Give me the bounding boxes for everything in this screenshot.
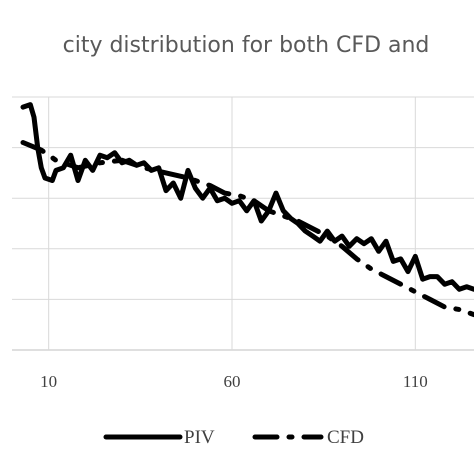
series-lines [20, 102, 474, 318]
chart-title: city distribution for both CFD and [63, 33, 430, 58]
x-axis-ticks: 10 60 110 [40, 372, 428, 391]
legend-label-cfd: CFD [327, 427, 364, 448]
grid [12, 96, 474, 351]
legend-label-piv: PIV [184, 427, 215, 448]
x-tick-label: 60 [224, 372, 241, 391]
series-line-piv [20, 102, 474, 292]
x-tick-label: 110 [403, 372, 428, 391]
legend: PIV CFD [103, 427, 364, 448]
x-tick-label: 10 [40, 372, 57, 391]
